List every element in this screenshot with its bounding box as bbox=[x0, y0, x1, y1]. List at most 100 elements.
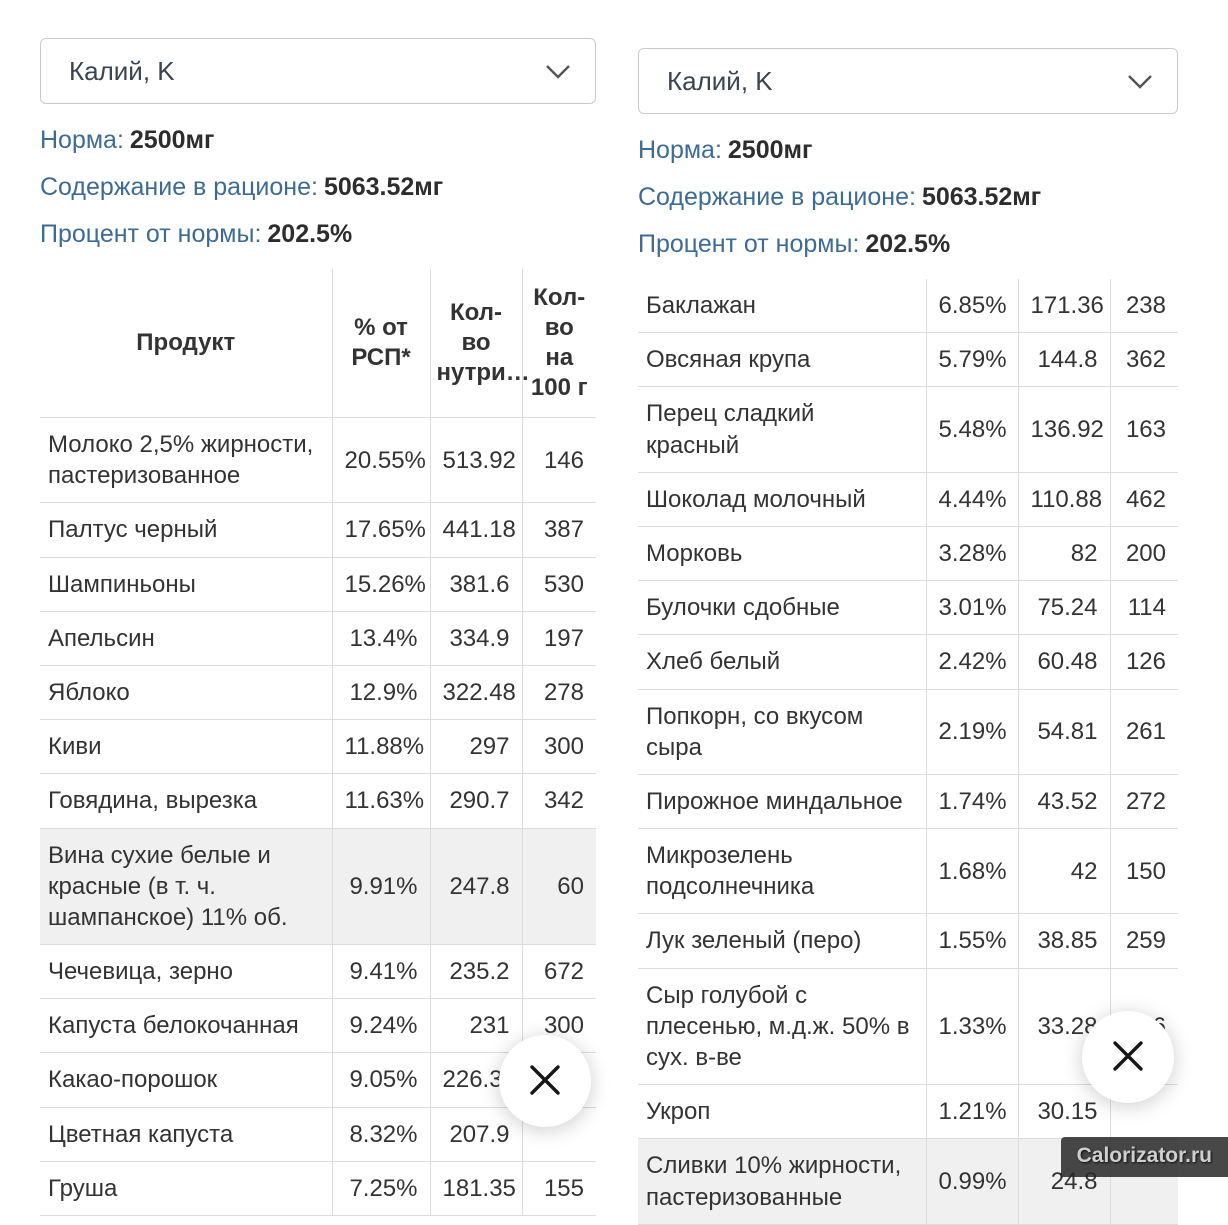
products-table: Баклажан 6.85% 171.36 238 Овсяная крупа … bbox=[638, 279, 1178, 1225]
pct-cell: 2.19% bbox=[925, 689, 1018, 775]
product-cell: Булочки сдобные bbox=[638, 580, 926, 636]
table-row[interactable]: Пирожное миндальное 1.74% 43.52 272 bbox=[638, 774, 1178, 830]
amount-cell: 381.6 bbox=[429, 557, 522, 612]
pct-cell: 9.91% bbox=[331, 828, 430, 946]
product-cell: Киви bbox=[40, 719, 332, 775]
percent-label: Процент от нормы: bbox=[638, 230, 860, 258]
table-row[interactable]: Груша 7.25% 181.35 155 bbox=[40, 1161, 596, 1217]
norm-label: Норма: bbox=[40, 126, 124, 154]
amount-cell: 181.35 bbox=[429, 1161, 522, 1217]
table-row[interactable]: Морковь 3.28% 82 200 bbox=[638, 526, 1178, 582]
table-row[interactable]: Булочки сдобные 3.01% 75.24 114 bbox=[638, 580, 1178, 636]
nutrient-select-value: Калий, K bbox=[69, 55, 175, 86]
stat-percent: Процент от нормы: 202.5% bbox=[638, 230, 1178, 259]
amount-cell: 30.15 bbox=[1017, 1084, 1110, 1140]
product-cell: Молоко 2,5% жирности, пастеризованное bbox=[40, 417, 332, 504]
panel-left: Калий, K Норма: 2500мг Содержание в рацио… bbox=[40, 38, 596, 1225]
pct-cell: 15.26% bbox=[331, 557, 430, 612]
chevron-down-icon bbox=[545, 56, 571, 87]
amount-cell: 110.88 bbox=[1017, 472, 1110, 527]
per100-cell: 126 bbox=[1109, 634, 1178, 690]
per100-cell: 272 bbox=[1109, 774, 1178, 830]
table-row[interactable]: Микрозелень подсолнечника 1.68% 42 150 bbox=[638, 828, 1178, 915]
chevron-down-icon bbox=[1127, 66, 1153, 97]
table-row[interactable]: Палтус черный 17.65% 441.18 387 bbox=[40, 502, 596, 558]
per100-cell: 462 bbox=[1109, 472, 1178, 527]
per100-cell: 530 bbox=[521, 557, 596, 612]
per100-cell: 362 bbox=[1109, 332, 1178, 388]
pct-cell: 1.74% bbox=[925, 774, 1018, 830]
table-row[interactable]: Капуста белокочанная 9.24% 231 300 bbox=[40, 998, 596, 1054]
per100-cell: 238 bbox=[1109, 279, 1178, 334]
product-cell: Попкорн, со вкусом сыра bbox=[638, 689, 926, 775]
amount-cell: 42 bbox=[1017, 828, 1110, 915]
product-cell: Чечевица, зерно bbox=[40, 944, 332, 1000]
table-row[interactable]: Шампиньоны 15.26% 381.6 530 bbox=[40, 557, 596, 612]
product-cell: Сыр голубой с плесенью, м.д.ж. 50% в сух… bbox=[638, 968, 926, 1086]
product-cell: Морковь bbox=[638, 526, 926, 582]
table-row[interactable]: Шоколад молочный 4.44% 110.88 462 bbox=[638, 472, 1178, 527]
table-row[interactable]: Молоко 2,5% жирности, пастеризованное 20… bbox=[40, 417, 596, 504]
per100-cell: 163 bbox=[1109, 386, 1178, 473]
table-header-row: Продукт % от РСП* Кол-во нутри… Кол-во н… bbox=[40, 269, 596, 418]
table-row[interactable]: Яблоко 12.9% 322.48 278 bbox=[40, 665, 596, 721]
table-row[interactable]: Укроп 1.21% 30.15 bbox=[638, 1084, 1178, 1140]
table-row[interactable]: Перец сладкий красный 5.48% 136.92 163 bbox=[638, 386, 1178, 473]
pct-cell: 3.28% bbox=[925, 526, 1018, 582]
nutrient-select[interactable]: Калий, K bbox=[40, 38, 596, 104]
table-row[interactable]: Попкорн, со вкусом сыра 2.19% 54.81 261 bbox=[638, 689, 1178, 775]
table-row[interactable]: Киви 11.88% 297 300 bbox=[40, 719, 596, 775]
product-cell: Укроп bbox=[638, 1084, 926, 1140]
close-button[interactable] bbox=[499, 1035, 591, 1127]
table-row[interactable]: Баклажан 6.85% 171.36 238 bbox=[638, 279, 1178, 334]
table-row[interactable]: Лук зеленый (перо) 1.55% 38.85 259 bbox=[638, 913, 1178, 969]
stat-norm: Норма: 2500мг bbox=[638, 136, 1178, 165]
amount-cell: 144.8 bbox=[1017, 332, 1110, 388]
nutrient-select[interactable]: Калий, K bbox=[638, 48, 1178, 114]
header-product: Продукт bbox=[40, 269, 332, 418]
product-cell: Хлеб белый bbox=[638, 634, 926, 690]
pct-cell: 1.55% bbox=[925, 913, 1018, 969]
nutrient-select-value: Калий, K bbox=[667, 65, 773, 96]
table-row[interactable]: Овсяная крупа 5.79% 144.8 362 bbox=[638, 332, 1178, 388]
product-cell: Микрозелень подсолнечника bbox=[638, 828, 926, 915]
pct-cell: 7.25% bbox=[331, 1161, 430, 1217]
amount-cell: 54.81 bbox=[1017, 689, 1110, 775]
product-cell: Цветная капуста bbox=[40, 1107, 332, 1162]
product-cell: Палтус черный bbox=[40, 502, 332, 558]
close-icon bbox=[1108, 1036, 1148, 1079]
product-cell: Яблоко bbox=[40, 665, 332, 721]
products-table: Продукт % от РСП* Кол-во нутри… Кол-во н… bbox=[40, 269, 596, 1217]
pct-cell: 1.33% bbox=[925, 968, 1018, 1086]
amount-cell: 82 bbox=[1017, 526, 1110, 582]
amount-cell: 235.2 bbox=[429, 944, 522, 1000]
table-row[interactable]: Хлеб белый 2.42% 60.48 126 bbox=[638, 634, 1178, 690]
table-row[interactable]: Говядина, вырезка 11.63% 290.7 342 bbox=[40, 773, 596, 829]
pct-cell: 11.88% bbox=[331, 719, 430, 775]
pct-cell: 5.48% bbox=[925, 386, 1018, 473]
pct-cell: 9.24% bbox=[331, 998, 430, 1054]
stat-content: Содержание в рационе: 5063.52мг bbox=[40, 173, 596, 202]
nutrient-stats: Норма: 2500мг Содержание в рационе: 5063.5… bbox=[40, 126, 596, 249]
pct-cell: 20.55% bbox=[331, 417, 430, 504]
watermark: Calorizator.ru bbox=[1060, 1137, 1228, 1177]
product-cell: Груша bbox=[40, 1161, 332, 1217]
table-row[interactable]: Чечевица, зерно 9.41% 235.2 672 bbox=[40, 944, 596, 1000]
content-value: 5063.52мг bbox=[323, 173, 444, 201]
amount-cell: 136.92 bbox=[1017, 386, 1110, 473]
amount-cell: 60.48 bbox=[1017, 634, 1110, 690]
pct-cell: 9.05% bbox=[331, 1052, 430, 1108]
per100-cell: 342 bbox=[521, 773, 596, 829]
table-row[interactable]: Вина сухие белые и красные (в т. ч. шамп… bbox=[40, 828, 596, 946]
content-label: Содержание в рационе: bbox=[40, 173, 318, 201]
pct-cell: 6.85% bbox=[925, 279, 1018, 334]
stat-percent: Процент от нормы: 202.5% bbox=[40, 220, 596, 249]
percent-value: 202.5% bbox=[267, 220, 353, 248]
pct-cell: 1.68% bbox=[925, 828, 1018, 915]
content-label: Содержание в рационе: bbox=[638, 183, 916, 211]
table-row[interactable]: Цветная капуста 8.32% 207.9 bbox=[40, 1107, 596, 1162]
table-row[interactable]: Апельсин 13.4% 334.9 197 bbox=[40, 611, 596, 666]
product-cell: Лук зеленый (перо) bbox=[638, 913, 926, 969]
close-button[interactable] bbox=[1082, 1011, 1174, 1103]
